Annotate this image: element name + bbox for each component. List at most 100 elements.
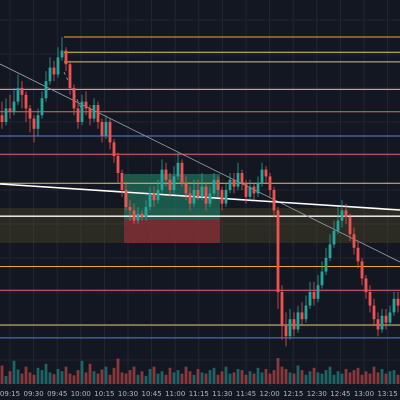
- volume-bar: [196, 368, 200, 384]
- trendlines: [0, 63, 400, 263]
- volume-bar: [108, 374, 112, 384]
- candle-body: [160, 169, 164, 190]
- dashed-connector: [63, 71, 83, 111]
- volume-bar: [396, 374, 400, 384]
- candle-body: [236, 173, 240, 187]
- volume-bar: [120, 372, 124, 384]
- red-zone: [124, 220, 220, 243]
- x-tick-label: 12:15: [283, 390, 303, 398]
- candle-body: [252, 186, 256, 194]
- volume-bar: [256, 367, 260, 384]
- candle-body: [0, 115, 4, 122]
- x-tick-label: 11:30: [212, 390, 232, 398]
- x-tick-label: 09:15: [0, 390, 20, 398]
- candle-body: [180, 162, 184, 184]
- volume-bar: [384, 373, 388, 384]
- candle-body: [120, 173, 124, 190]
- candle-body: [216, 179, 220, 190]
- candle-body: [36, 115, 40, 129]
- volume-bar: [348, 372, 352, 384]
- volume-bar: [12, 360, 16, 384]
- candle-body: [44, 81, 48, 99]
- volume-bar: [324, 370, 328, 384]
- candle-body: [304, 305, 308, 320]
- volume-bar: [328, 366, 332, 384]
- volume-bar: [132, 366, 136, 384]
- candle-body: [152, 193, 156, 201]
- candle-body: [200, 186, 204, 197]
- volume-bar: [300, 370, 304, 384]
- volume-bar: [268, 373, 272, 384]
- volume-bar: [56, 368, 60, 384]
- volume-bar: [116, 358, 120, 384]
- candle-body: [348, 217, 352, 235]
- x-tick-label: 10:00: [71, 390, 91, 398]
- volume-bar: [200, 372, 204, 384]
- candle-body: [372, 305, 376, 320]
- volume-bar: [232, 372, 236, 384]
- x-tick-label: 13:00: [354, 390, 374, 398]
- candle-body: [344, 210, 348, 218]
- candle-body: [392, 298, 396, 313]
- time-axis-background: [0, 386, 400, 400]
- candle-body: [364, 278, 368, 292]
- volume-bar: [356, 367, 360, 384]
- volume-bar: [340, 373, 344, 384]
- candle-body: [240, 173, 244, 184]
- volume-bar: [296, 365, 300, 384]
- volume-bar: [320, 373, 324, 384]
- volume-bar: [164, 374, 168, 384]
- candle-body: [316, 285, 320, 299]
- volume-bar: [260, 372, 264, 384]
- time-axis: 09:15 09:30 09:45 10:00 10:15 10:30 10:45 11:00…: [0, 386, 400, 400]
- candle-body: [136, 213, 140, 221]
- candle-body: [112, 142, 116, 156]
- trendline-upper: [0, 63, 400, 263]
- trendline-white: [0, 183, 400, 211]
- candle-body: [296, 312, 300, 330]
- candle-body: [368, 292, 372, 306]
- volume-bar: [184, 366, 188, 384]
- volume-bar: [4, 375, 8, 384]
- volume-bar: [84, 372, 88, 384]
- volume-bar: [212, 367, 216, 384]
- volume-bar: [368, 373, 372, 384]
- volume-bar: [180, 373, 184, 384]
- volume-bar: [252, 373, 256, 384]
- candle-body: [100, 122, 104, 136]
- volume-bar: [272, 370, 276, 384]
- x-tick-label: 10:45: [142, 390, 162, 398]
- candle-body: [320, 271, 324, 286]
- candle-body: [16, 88, 20, 102]
- candle-body: [248, 186, 252, 197]
- volume-bar: [364, 371, 368, 384]
- candle-body: [88, 108, 92, 119]
- volume-bar: [220, 371, 224, 384]
- x-tick-label: 11:00: [165, 390, 185, 398]
- volume-bar: [372, 366, 376, 384]
- candle-body: [116, 156, 120, 173]
- candle-body: [32, 118, 36, 129]
- volume-bar: [168, 367, 172, 384]
- candle-body: [260, 169, 264, 184]
- volume-bar: [360, 374, 364, 384]
- x-tick-label: 09:30: [24, 390, 44, 398]
- candle-body: [64, 50, 68, 65]
- volume-bar: [76, 370, 80, 384]
- x-tick-label: 10:30: [118, 390, 138, 398]
- volume-bar: [208, 370, 212, 384]
- volume-bar: [24, 366, 28, 384]
- candle-body: [268, 176, 272, 190]
- volume-bar: [264, 368, 268, 384]
- candle-body: [20, 88, 24, 95]
- volume-bar: [304, 374, 308, 384]
- volume-bar: [292, 373, 296, 384]
- x-tick-label: 09:45: [47, 390, 67, 398]
- candle-body: [280, 292, 284, 326]
- candle-body: [28, 108, 32, 119]
- volume-bar: [40, 370, 44, 384]
- volume-bar: [96, 373, 100, 384]
- candle-body: [340, 210, 344, 221]
